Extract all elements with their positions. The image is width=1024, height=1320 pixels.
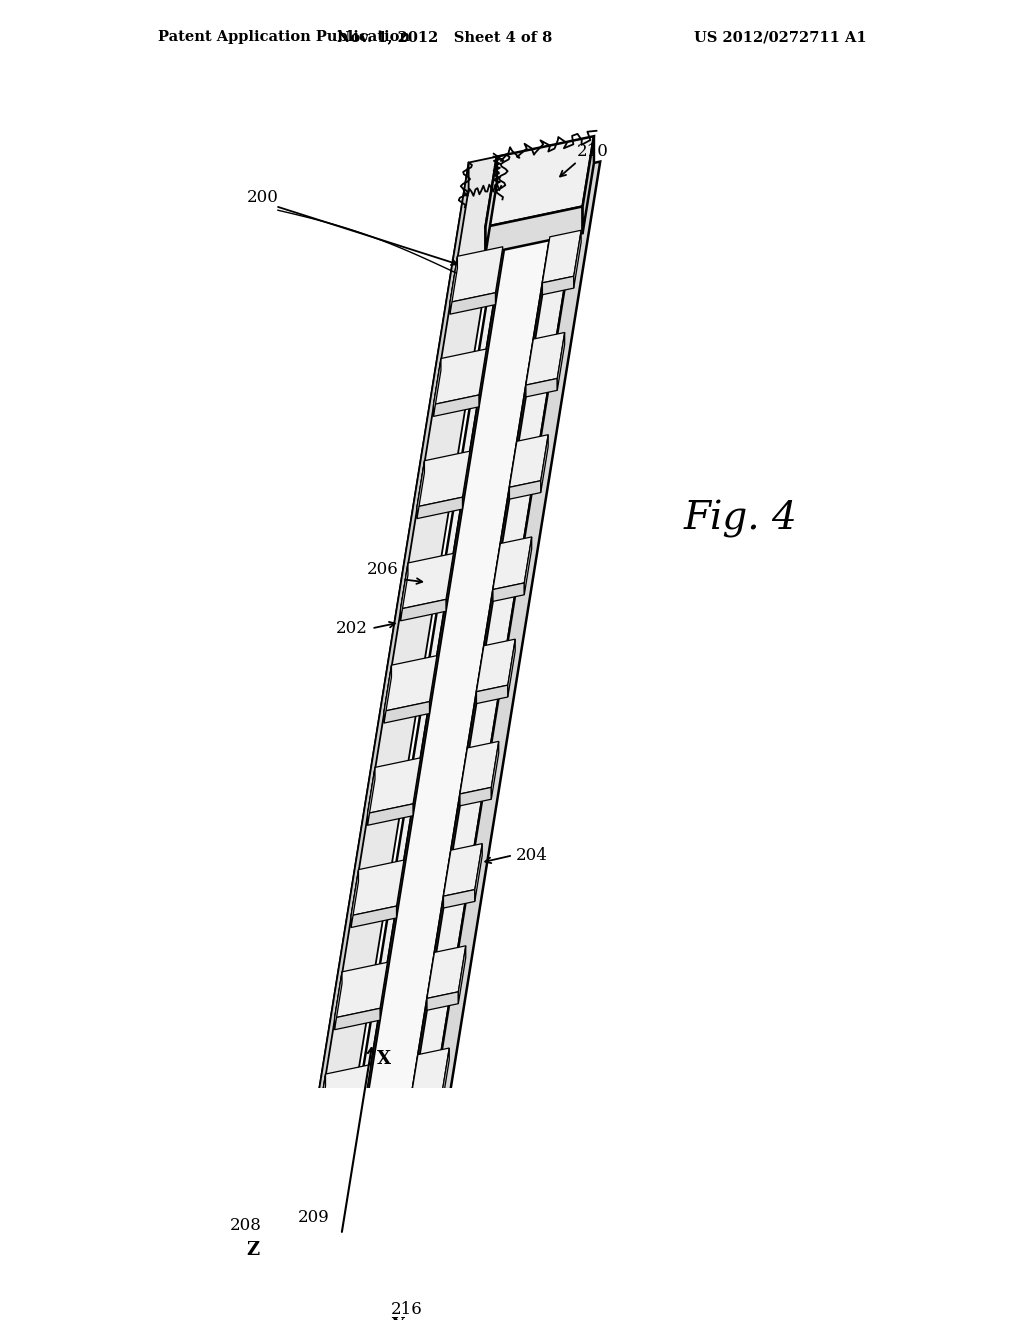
Polygon shape — [459, 946, 466, 1003]
Polygon shape — [400, 553, 454, 609]
Polygon shape — [543, 276, 573, 294]
Polygon shape — [368, 804, 413, 825]
Polygon shape — [318, 1064, 371, 1121]
Polygon shape — [332, 1163, 429, 1205]
Polygon shape — [460, 742, 499, 793]
Polygon shape — [351, 906, 396, 928]
Polygon shape — [460, 787, 492, 805]
Polygon shape — [450, 256, 458, 314]
Polygon shape — [368, 758, 421, 813]
Polygon shape — [417, 451, 470, 507]
Text: 202: 202 — [336, 620, 368, 638]
Polygon shape — [526, 379, 557, 397]
Text: Nov. 1, 2012   Sheet 4 of 8: Nov. 1, 2012 Sheet 4 of 8 — [337, 30, 552, 44]
Polygon shape — [433, 348, 486, 404]
Polygon shape — [420, 161, 600, 1187]
Text: X: X — [377, 1049, 390, 1068]
Polygon shape — [510, 480, 541, 499]
Text: US 2012/0272711 A1: US 2012/0272711 A1 — [694, 30, 866, 44]
Polygon shape — [543, 230, 582, 282]
Polygon shape — [429, 1100, 439, 1185]
Polygon shape — [400, 562, 408, 620]
Polygon shape — [526, 333, 564, 385]
Polygon shape — [485, 136, 594, 227]
Polygon shape — [443, 843, 482, 896]
Polygon shape — [433, 395, 479, 416]
Text: Patent Application Publication: Patent Application Publication — [158, 30, 410, 44]
Text: 206: 206 — [367, 561, 398, 578]
Text: Z: Z — [247, 1242, 260, 1259]
Polygon shape — [411, 1094, 441, 1113]
Polygon shape — [450, 293, 496, 314]
Polygon shape — [417, 461, 425, 519]
Polygon shape — [450, 247, 503, 302]
Polygon shape — [400, 599, 446, 620]
Polygon shape — [318, 1110, 364, 1133]
Polygon shape — [411, 1048, 450, 1101]
Polygon shape — [485, 157, 497, 253]
Polygon shape — [351, 157, 562, 1189]
Text: 216: 216 — [391, 1300, 423, 1317]
Polygon shape — [493, 537, 531, 590]
Polygon shape — [384, 702, 429, 723]
Polygon shape — [427, 946, 466, 998]
Text: 210: 210 — [578, 143, 609, 160]
Polygon shape — [476, 639, 515, 692]
Text: Fig. 4: Fig. 4 — [683, 500, 798, 539]
Polygon shape — [510, 434, 548, 487]
Polygon shape — [417, 498, 463, 519]
Polygon shape — [397, 157, 562, 1192]
Polygon shape — [368, 767, 375, 825]
Polygon shape — [492, 742, 499, 799]
Polygon shape — [443, 890, 475, 908]
Polygon shape — [508, 639, 515, 697]
Polygon shape — [318, 1074, 326, 1133]
Polygon shape — [475, 843, 482, 902]
Polygon shape — [485, 206, 583, 253]
Polygon shape — [541, 434, 548, 492]
Polygon shape — [557, 333, 564, 391]
Polygon shape — [351, 870, 358, 928]
Polygon shape — [335, 962, 387, 1018]
Polygon shape — [351, 861, 403, 916]
Polygon shape — [493, 583, 524, 602]
Polygon shape — [335, 1008, 380, 1030]
Text: Y: Y — [391, 1317, 403, 1320]
Polygon shape — [384, 656, 437, 711]
Polygon shape — [524, 537, 531, 595]
Polygon shape — [335, 972, 342, 1030]
Polygon shape — [583, 136, 594, 234]
Polygon shape — [332, 1100, 439, 1183]
Polygon shape — [441, 1048, 450, 1106]
Polygon shape — [476, 685, 508, 704]
Polygon shape — [573, 230, 582, 288]
Polygon shape — [351, 168, 516, 1201]
Polygon shape — [341, 165, 585, 1204]
Polygon shape — [427, 991, 459, 1010]
Text: 209: 209 — [297, 1209, 329, 1226]
Text: 200: 200 — [247, 189, 279, 206]
Text: 208: 208 — [230, 1217, 262, 1234]
Polygon shape — [433, 359, 441, 416]
Polygon shape — [304, 162, 469, 1212]
Polygon shape — [384, 665, 391, 723]
Text: 204: 204 — [515, 847, 547, 863]
Polygon shape — [304, 154, 506, 1185]
